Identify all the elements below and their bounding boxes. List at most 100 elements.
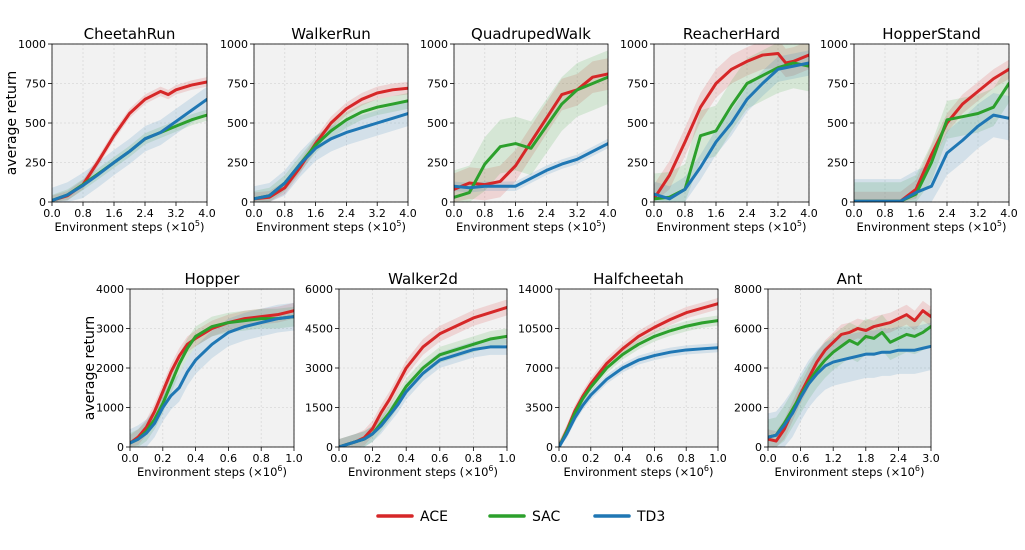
y-tick-label: 0 bbox=[841, 196, 848, 209]
x-tick-label: 1.6 bbox=[907, 207, 925, 220]
series-line-td3 bbox=[454, 142, 608, 190]
chart-halfcheetah: 0.0 0.2 0.4 0.6 0.8 1.0 0 3500 7000 10500 14000 Hal… bbox=[518, 270, 727, 479]
series-group bbox=[654, 44, 809, 202]
y-tick-label: 4500 bbox=[305, 323, 333, 336]
chart-title: WalkerRun bbox=[291, 25, 371, 43]
x-tick-label: 0.4 bbox=[397, 452, 415, 465]
y-tick-label: 2000 bbox=[96, 362, 124, 375]
y-tick-label: 1000 bbox=[420, 38, 448, 51]
x-tick-label: 0.8 bbox=[465, 452, 483, 465]
plot-frame bbox=[338, 288, 508, 448]
y-tick-label: 0 bbox=[755, 441, 762, 454]
x-tick-label: 0.8 bbox=[676, 207, 694, 220]
y-tick-label: 6000 bbox=[305, 283, 333, 296]
x-tick-label: 0.6 bbox=[792, 452, 810, 465]
y-tick-label: 6000 bbox=[734, 323, 762, 336]
band-td3 bbox=[339, 339, 507, 447]
series-line-sac bbox=[130, 315, 294, 445]
series-line-td3 bbox=[130, 315, 294, 445]
x-tick-label: 0.0 bbox=[845, 207, 863, 220]
x-tick-label: 1.0 bbox=[498, 452, 516, 465]
x-tick-label: 2.4 bbox=[738, 207, 756, 220]
y-tick-label: 750 bbox=[827, 78, 848, 91]
chart-ant: 0.0 0.6 1.2 1.8 2.4 3.0 0 2000 4000 6000 8000 Ant En… bbox=[734, 270, 940, 479]
x-tick-label: 1.0 bbox=[709, 452, 727, 465]
chart-reacherhard: 0.0 0.8 1.6 2.4 3.2 4.0 0 250 500 750 1000 ReacherH… bbox=[620, 25, 818, 234]
y-tick-label: 500 bbox=[227, 117, 248, 130]
x-tick-label: 2.4 bbox=[136, 207, 154, 220]
y-tick-label: 0 bbox=[117, 441, 124, 454]
band-sac bbox=[339, 328, 507, 447]
y-tick-label: 250 bbox=[427, 157, 448, 170]
y-axis-label: average return bbox=[82, 316, 98, 421]
x-tick-label: 1.8 bbox=[857, 452, 875, 465]
chart-title: Hopper bbox=[185, 270, 241, 288]
chart-title: HopperStand bbox=[882, 25, 981, 43]
chart-hopperstand: 0.0 0.8 1.6 2.4 3.2 4.0 0 250 500 750 1000 HopperSt… bbox=[820, 25, 1018, 234]
band-ace bbox=[768, 300, 931, 447]
y-tick-label: 0 bbox=[441, 196, 448, 209]
x-tick-label: 0.8 bbox=[876, 207, 894, 220]
x-tick-label: 3.2 bbox=[769, 207, 787, 220]
x-tick-label: 1.0 bbox=[285, 452, 303, 465]
plot-frame bbox=[558, 288, 719, 448]
y-tick-label: 14000 bbox=[518, 283, 553, 296]
x-tick-label: 0.6 bbox=[431, 452, 449, 465]
y-tick-label: 4000 bbox=[96, 283, 124, 296]
x-axis-label: Environment steps (×106) bbox=[564, 464, 714, 479]
series-group bbox=[339, 299, 507, 447]
y-tick-label: 0 bbox=[241, 196, 248, 209]
x-tick-label: 2.4 bbox=[938, 207, 956, 220]
legend: ACE SAC TD3 bbox=[376, 509, 665, 525]
x-tick-label: 0.2 bbox=[154, 452, 172, 465]
x-tick-label: 1.6 bbox=[707, 207, 725, 220]
y-tick-label: 1000 bbox=[96, 402, 124, 415]
band-sac bbox=[454, 50, 608, 202]
x-tick-label: 0.0 bbox=[245, 207, 263, 220]
chart-title: QuadrupedWalk bbox=[471, 25, 591, 43]
y-tick-label: 1000 bbox=[18, 38, 46, 51]
y-tick-label: 500 bbox=[25, 117, 46, 130]
x-tick-label: 0.8 bbox=[677, 452, 695, 465]
x-tick-label: 4.0 bbox=[1000, 207, 1018, 220]
x-tick-label: 3.2 bbox=[969, 207, 987, 220]
y-tick-label: 250 bbox=[827, 157, 848, 170]
y-tick-label: 10500 bbox=[518, 323, 553, 336]
series-group bbox=[52, 77, 207, 202]
legend-label-ace: ACE bbox=[420, 509, 448, 525]
chart-title: CheetahRun bbox=[84, 25, 176, 43]
chart-hopper: 0.0 0.2 0.4 0.6 0.8 1.0 0 1000 2000 3000 4000 Hoppe… bbox=[82, 270, 303, 479]
plot-frame bbox=[453, 43, 609, 203]
x-tick-label: 2.4 bbox=[338, 207, 356, 220]
x-tick-label: 0.0 bbox=[330, 452, 348, 465]
x-tick-label: 4.0 bbox=[399, 207, 417, 220]
x-tick-label: 0.2 bbox=[364, 452, 382, 465]
y-tick-label: 250 bbox=[227, 157, 248, 170]
y-tick-label: 2000 bbox=[734, 402, 762, 415]
plot-frame bbox=[653, 43, 810, 203]
y-tick-label: 750 bbox=[427, 78, 448, 91]
y-axis-label: average return bbox=[4, 71, 20, 176]
x-tick-label: 0.0 bbox=[43, 207, 61, 220]
series-group bbox=[768, 300, 931, 447]
y-tick-label: 0 bbox=[326, 441, 333, 454]
y-tick-label: 3000 bbox=[305, 362, 333, 375]
band-td3 bbox=[854, 92, 1009, 202]
y-tick-label: 1500 bbox=[305, 402, 333, 415]
series-line-sac bbox=[768, 325, 931, 439]
series-line-sac bbox=[559, 319, 718, 447]
x-tick-label: 0.0 bbox=[445, 207, 463, 220]
legend-label-td3: TD3 bbox=[636, 509, 665, 525]
x-tick-label: 4.0 bbox=[800, 207, 818, 220]
x-axis-label: Environment steps (×105) bbox=[857, 219, 1007, 234]
x-tick-label: 1.6 bbox=[507, 207, 525, 220]
x-tick-label: 1.6 bbox=[105, 207, 123, 220]
legend-label-sac: SAC bbox=[532, 509, 560, 525]
chart-cheetahrun: 0.0 0.8 1.6 2.4 3.2 4.0 0 250 500 750 1000 CheetahR… bbox=[4, 25, 216, 234]
x-tick-label: 0.8 bbox=[276, 207, 294, 220]
band-td3 bbox=[654, 50, 809, 202]
x-tick-label: 0.0 bbox=[121, 452, 139, 465]
x-tick-label: 0.8 bbox=[74, 207, 92, 220]
x-axis-label: Environment steps (×106) bbox=[348, 464, 498, 479]
